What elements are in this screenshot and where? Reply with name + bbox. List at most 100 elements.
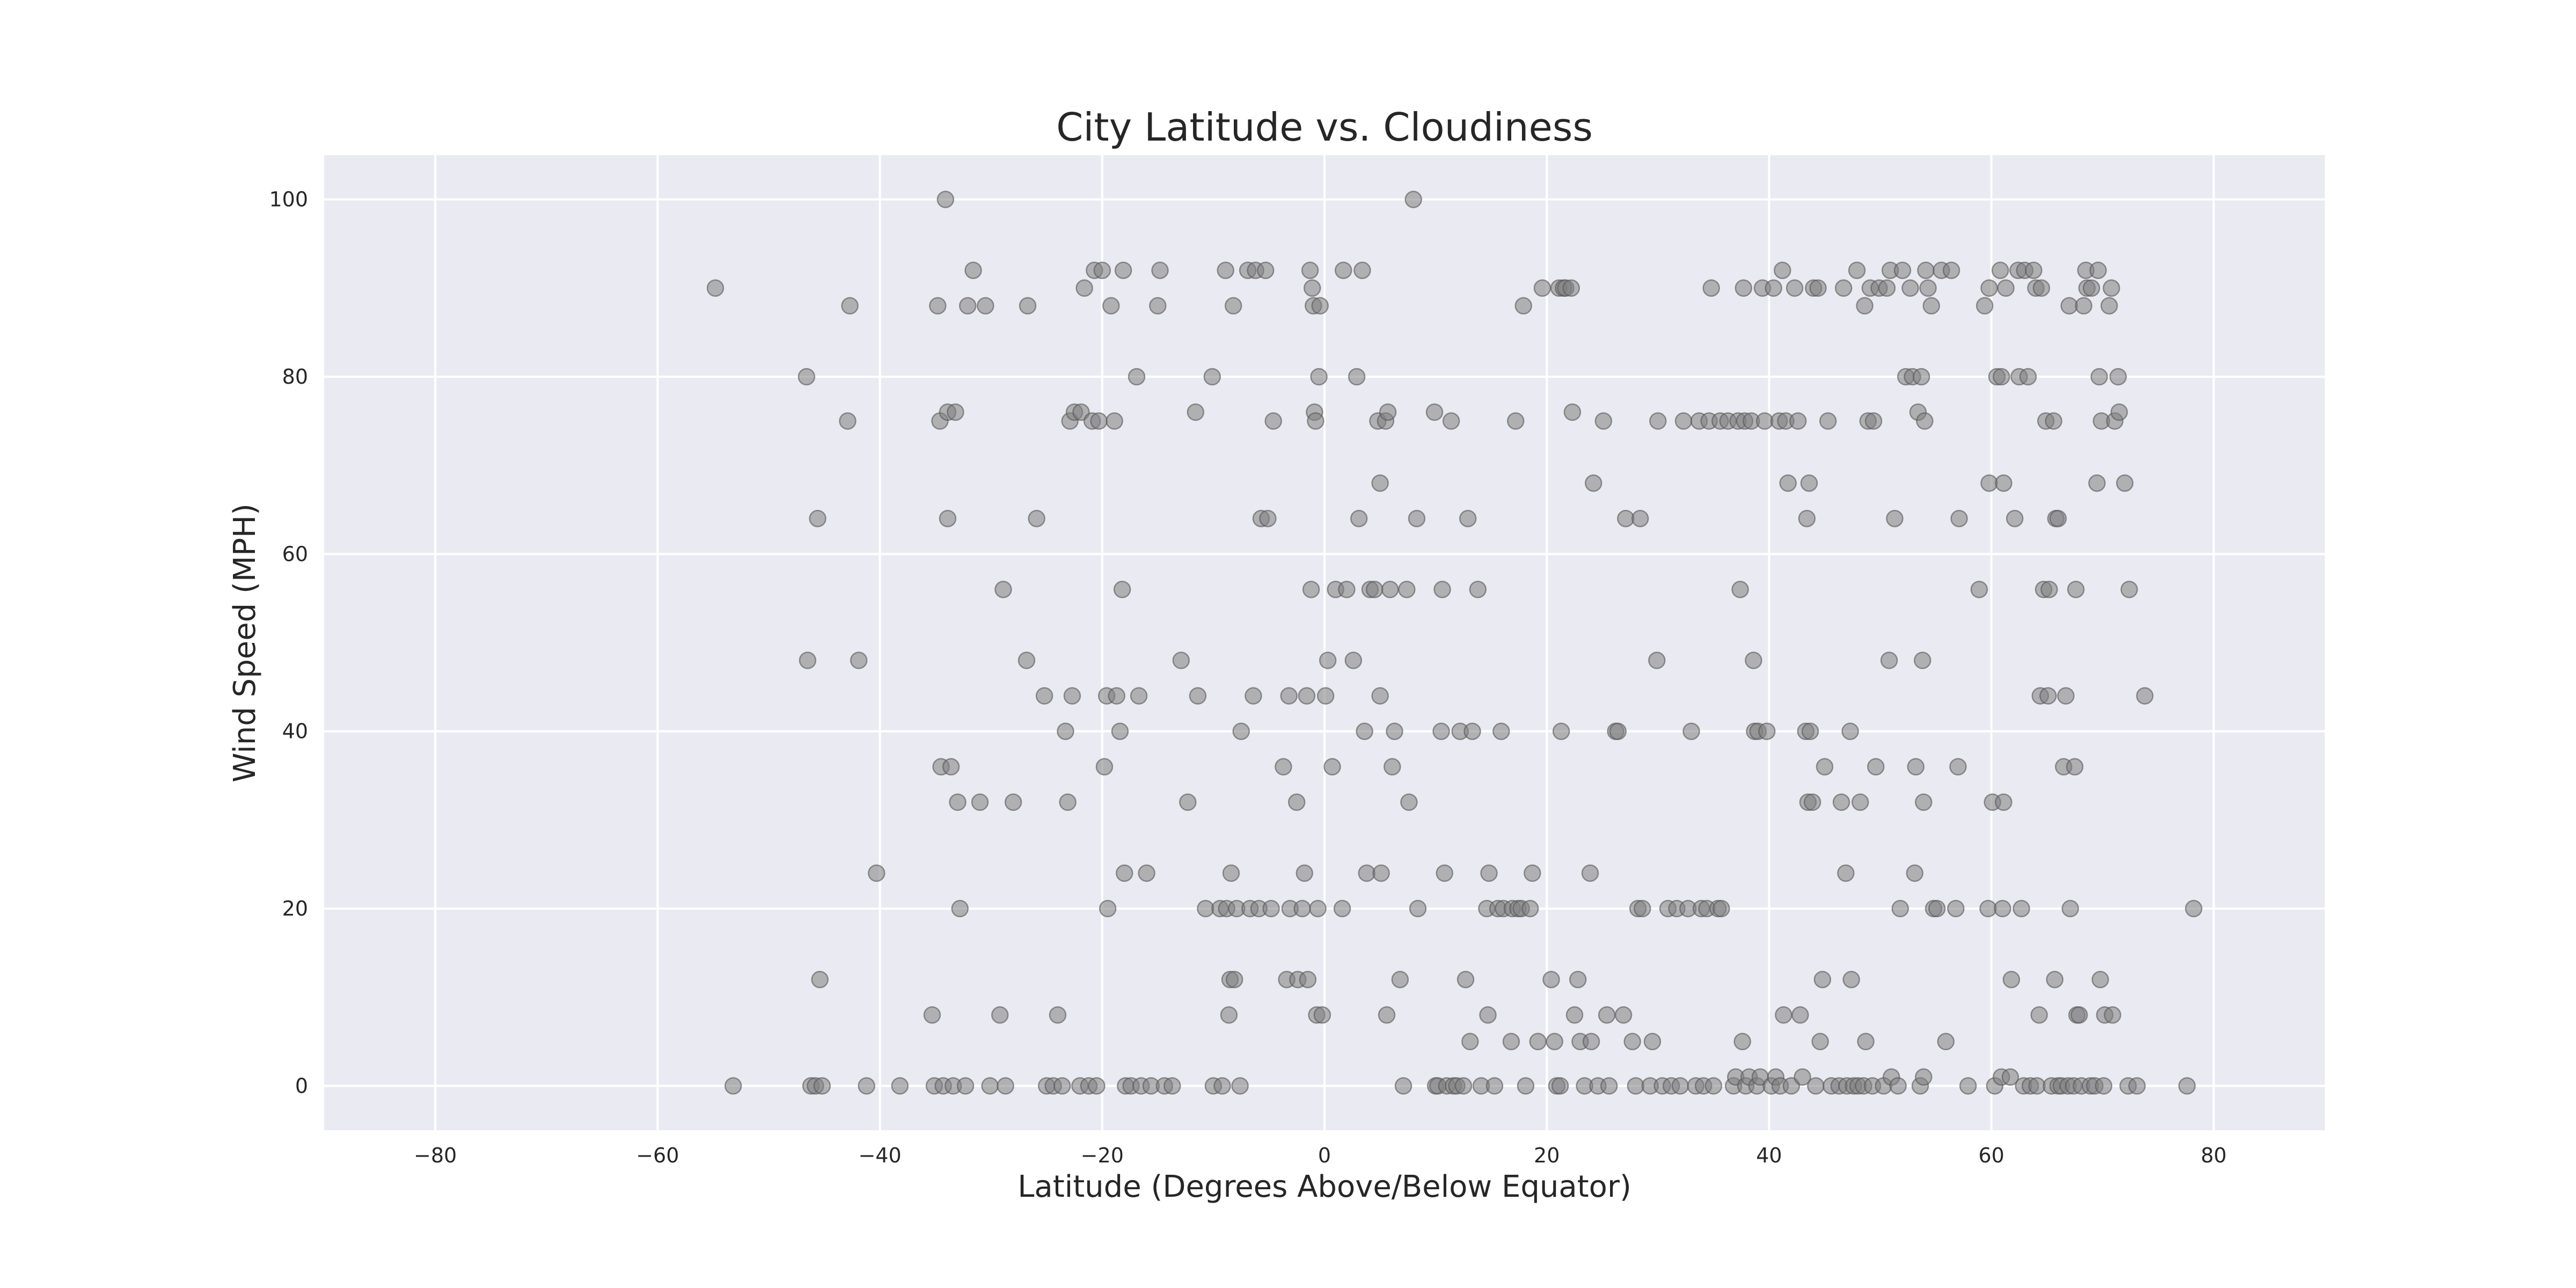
data-point <box>1614 1006 1633 1024</box>
data-point <box>1627 1077 1645 1095</box>
data-point <box>1436 864 1453 882</box>
data-point <box>2025 261 2043 279</box>
data-point <box>1232 722 1250 740</box>
data-point <box>1313 1006 1331 1024</box>
data-point <box>1398 581 1416 598</box>
data-point <box>1533 279 1552 297</box>
data-point <box>1280 687 1298 705</box>
data-point <box>1970 581 1988 598</box>
data-point <box>994 581 1012 598</box>
data-point <box>1914 652 1931 669</box>
data-point <box>1993 368 2010 386</box>
data-point <box>1803 793 1821 811</box>
y-tick-label: 40 <box>282 720 308 743</box>
data-point <box>1551 1077 1569 1095</box>
data-point <box>2088 474 2106 492</box>
data-point <box>2032 279 2051 297</box>
data-point <box>997 1077 1014 1095</box>
data-point <box>2057 687 2075 705</box>
data-point <box>1995 474 2012 492</box>
data-point <box>1995 793 2012 811</box>
data-point <box>1912 368 1930 386</box>
data-point <box>1378 1006 1396 1024</box>
data-point <box>1997 279 2015 297</box>
data-point <box>1643 1033 1662 1051</box>
data-point <box>1179 793 1197 811</box>
data-point <box>1099 899 1117 918</box>
data-point <box>1220 1006 1238 1024</box>
data-point <box>1809 279 1827 297</box>
data-point <box>947 403 964 421</box>
data-point <box>1864 412 1883 430</box>
data-point <box>813 1077 831 1095</box>
data-point <box>1994 899 2011 918</box>
data-point <box>799 652 817 669</box>
data-point <box>2082 279 2101 297</box>
x-axis-label: Latitude (Degrees Above/Below Equator) <box>1018 1169 1631 1204</box>
data-point <box>1791 1006 1809 1024</box>
data-point <box>1634 899 1651 918</box>
data-point <box>942 758 960 776</box>
data-point <box>1187 403 1205 421</box>
data-point <box>811 970 829 989</box>
data-point <box>1301 261 1319 279</box>
data-point <box>1942 261 1960 279</box>
data-point <box>958 297 977 315</box>
data-point <box>1106 412 1123 430</box>
data-point <box>1915 793 1933 811</box>
data-point <box>1950 509 1968 528</box>
data-point <box>1649 412 1667 430</box>
data-point <box>991 1006 1009 1024</box>
data-point <box>1514 297 1532 315</box>
data-point <box>1731 581 1749 598</box>
data-point <box>2178 1077 2196 1095</box>
data-points <box>706 191 2202 1095</box>
data-point <box>2006 509 2024 528</box>
data-point <box>1111 722 1129 740</box>
data-point <box>1102 297 1120 315</box>
data-point <box>2001 1068 2019 1086</box>
data-point <box>2066 758 2084 776</box>
data-point <box>1344 652 1363 669</box>
data-point <box>1469 581 1487 598</box>
data-point <box>1891 899 1909 918</box>
data-point <box>1832 793 1850 811</box>
data-point <box>1702 279 1720 297</box>
data-point <box>1837 864 1855 882</box>
x-tick-label: 60 <box>1978 1144 2004 1167</box>
data-point <box>971 793 989 811</box>
data-point <box>1848 261 1866 279</box>
data-point <box>1432 722 1450 740</box>
data-point <box>1563 403 1582 421</box>
data-point <box>1906 864 1924 882</box>
data-point <box>1755 412 1774 430</box>
data-point <box>1893 261 1912 279</box>
data-point <box>1287 793 1306 811</box>
data-point <box>1262 899 1280 918</box>
data-point <box>1381 581 1399 598</box>
data-point <box>1517 1077 1535 1095</box>
data-point <box>1937 1033 1955 1051</box>
data-point <box>1949 758 1967 776</box>
data-point <box>1088 1077 1106 1095</box>
data-point <box>1959 1077 1977 1095</box>
data-point <box>1365 581 1384 598</box>
data-point <box>1901 279 1919 297</box>
data-point <box>1114 261 1132 279</box>
data-point <box>2061 899 2079 918</box>
data-point <box>2110 403 2128 421</box>
data-point <box>1991 261 2009 279</box>
data-point <box>1049 1006 1067 1024</box>
data-point <box>1800 474 1818 492</box>
data-point <box>1172 652 1190 669</box>
data-point <box>1307 412 1324 430</box>
data-point <box>2128 1077 2146 1095</box>
data-point <box>1457 970 1475 989</box>
data-point <box>1404 191 1422 208</box>
data-point <box>1217 261 1234 279</box>
data-point <box>1222 864 1240 882</box>
data-point <box>1798 509 1816 528</box>
data-point <box>1256 261 1275 279</box>
data-point <box>1189 687 1207 705</box>
data-point <box>1745 652 1762 669</box>
